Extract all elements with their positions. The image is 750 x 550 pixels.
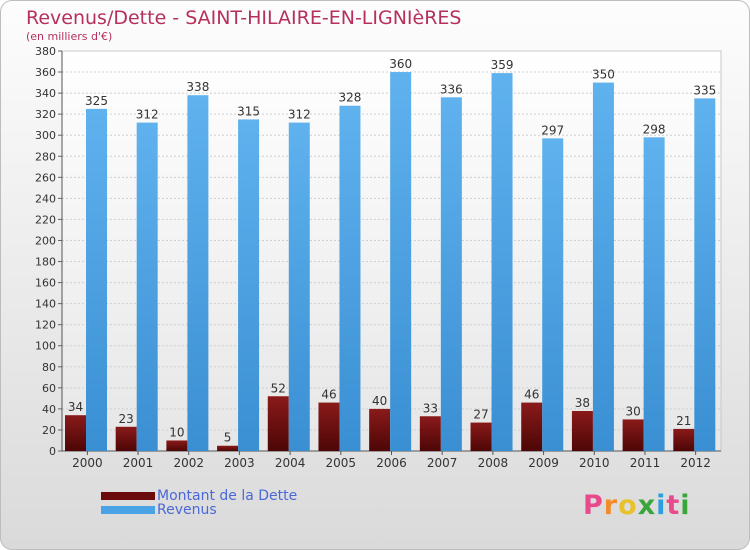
data-label-revenus: 360 (389, 57, 412, 71)
y-tick-label: 0 (49, 445, 56, 458)
y-tick-label: 280 (35, 150, 56, 163)
data-label-revenus: 312 (288, 108, 311, 122)
y-tick-label: 220 (35, 213, 56, 226)
bar-revenus (339, 105, 361, 451)
chart-title: Revenus/Dette - SAINT-HILAIRE-EN-LIGNIèR… (26, 7, 462, 29)
x-tick-label: 2009 (528, 456, 559, 470)
y-tick-label: 120 (35, 319, 56, 332)
bar-dette (318, 402, 340, 451)
data-label-revenus: 359 (491, 58, 514, 72)
legend-swatch-revenus (101, 506, 155, 514)
bar-revenus (440, 97, 462, 451)
bar-dette (419, 416, 441, 451)
data-label-dette: 46 (524, 388, 539, 402)
data-label-revenus: 315 (237, 104, 260, 118)
x-tick-label: 2011 (630, 456, 661, 470)
x-tick-label: 2005 (326, 456, 357, 470)
data-label-revenus: 298 (643, 122, 666, 136)
data-label-dette: 23 (119, 412, 134, 426)
data-label-revenus: 325 (85, 94, 108, 108)
data-label-revenus: 350 (592, 68, 615, 82)
y-tick-label: 100 (35, 340, 56, 353)
y-tick-label: 260 (35, 171, 56, 184)
bar-revenus (694, 98, 716, 452)
bar-dette (267, 396, 289, 451)
chart-subtitle: (en milliers d'€) (26, 30, 113, 43)
legend-label-dette: Montant de la Dette (157, 488, 298, 504)
data-label-revenus: 336 (440, 82, 463, 96)
y-tick-label: 60 (42, 382, 56, 395)
x-tick-label: 2007 (427, 456, 458, 470)
x-tick-label: 2001 (123, 456, 154, 470)
data-label-dette: 33 (423, 401, 438, 415)
data-label-dette: 27 (473, 408, 488, 422)
y-tick-label: 80 (42, 361, 56, 374)
data-label-revenus: 297 (541, 123, 564, 137)
y-tick-label: 200 (35, 234, 56, 247)
bar-revenus (86, 108, 107, 451)
data-label-revenus: 335 (693, 83, 716, 97)
data-label-dette: 34 (68, 400, 83, 414)
bar-dette (571, 411, 593, 451)
bar-dette (65, 415, 86, 451)
y-tick-label: 160 (35, 277, 56, 290)
data-label-dette: 5 (224, 431, 232, 445)
data-label-dette: 46 (321, 388, 336, 402)
bar-revenus (288, 122, 310, 451)
bar-revenus (542, 138, 564, 452)
data-label-dette: 40 (372, 394, 387, 408)
y-tick-label: 180 (35, 256, 56, 269)
y-tick-label: 40 (42, 403, 56, 416)
bar-revenus (592, 82, 614, 451)
bar-revenus (136, 122, 158, 451)
data-label-revenus: 338 (186, 80, 209, 94)
x-tick-label: 2003 (224, 456, 255, 470)
data-label-dette: 38 (575, 396, 590, 410)
data-label-revenus: 312 (136, 108, 159, 122)
y-tick-label: 360 (35, 66, 56, 79)
data-label-dette: 52 (271, 381, 286, 395)
bar-revenus (187, 95, 209, 452)
y-tick-label: 240 (35, 192, 56, 205)
bar-dette (673, 428, 695, 451)
proxiti-logo: Proxiti (583, 490, 691, 521)
y-tick-label: 20 (42, 424, 56, 437)
y-tick-label: 140 (35, 298, 56, 311)
bar-dette (115, 426, 137, 451)
y-tick-label: 380 (35, 45, 56, 58)
x-tick-label: 2004 (275, 456, 306, 470)
bar-dette (166, 440, 188, 451)
bar-dette (622, 419, 644, 451)
y-tick-label: 320 (35, 108, 56, 121)
x-tick-label: 2008 (478, 456, 509, 470)
x-tick-label: 2000 (72, 456, 103, 470)
bar-revenus (643, 137, 665, 451)
bar-dette (217, 445, 239, 451)
x-tick-label: 2002 (173, 456, 204, 470)
y-tick-label: 300 (35, 129, 56, 142)
x-tick-label: 2010 (579, 456, 610, 470)
data-label-dette: 10 (169, 425, 184, 439)
data-label-dette: 21 (676, 414, 691, 428)
bar-revenus (390, 72, 412, 451)
data-label-revenus: 328 (339, 91, 362, 105)
bar-revenus (491, 73, 513, 452)
x-tick-label: 2012 (680, 456, 711, 470)
bar-dette (470, 422, 492, 451)
x-tick-label: 2006 (376, 456, 407, 470)
bar-revenus (238, 119, 260, 451)
bar-dette (521, 402, 543, 451)
data-label-dette: 30 (625, 404, 640, 418)
legend-swatch-dette (101, 492, 155, 500)
bar-dette (369, 408, 391, 451)
y-tick-label: 340 (35, 87, 56, 100)
legend-label-revenus: Revenus (157, 502, 217, 518)
